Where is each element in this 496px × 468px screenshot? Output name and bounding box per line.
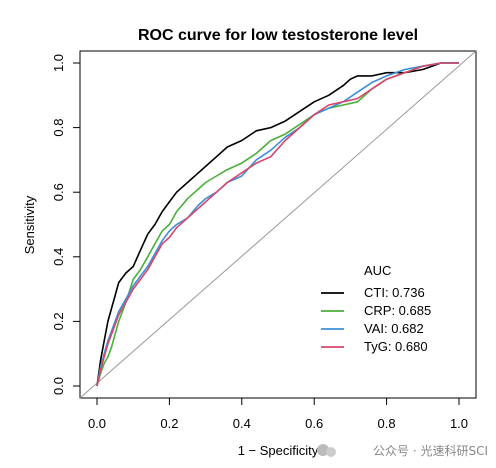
reference-diagonal-line bbox=[79, 50, 477, 399]
roc-curve-vai bbox=[96, 62, 459, 387]
roc-curve-tyg bbox=[96, 62, 459, 387]
y-axis: 0.0 0.2 0.4 0.6 0.8 1.0 bbox=[51, 54, 81, 395]
watermark-text: 公众号 · 光速科研SCI bbox=[373, 444, 488, 458]
x-tick-label: 0.0 bbox=[88, 416, 106, 431]
y-tick-label: 0.6 bbox=[51, 183, 66, 201]
reference-line-layer bbox=[79, 50, 477, 399]
legend-label-cti: CTI: 0.736 bbox=[364, 285, 425, 300]
x-tick-label: 0.8 bbox=[378, 416, 396, 431]
y-tick-label: 1.0 bbox=[51, 54, 66, 72]
y-tick-label: 0.0 bbox=[51, 377, 66, 395]
x-axis-label: 1 − Specificity bbox=[238, 443, 319, 458]
roc-curve-crp bbox=[96, 62, 459, 387]
legend-title: AUC bbox=[364, 263, 391, 278]
y-tick-label: 0.4 bbox=[51, 248, 66, 266]
x-tick-label: 0.4 bbox=[233, 416, 251, 431]
legend-label-crp: CRP: 0.685 bbox=[364, 303, 431, 318]
y-axis-label: Sensitivity bbox=[22, 195, 37, 254]
watermark-icon bbox=[317, 444, 336, 457]
chart-title: ROC curve for low testosterone level bbox=[138, 27, 418, 44]
y-tick-label: 0.8 bbox=[51, 119, 66, 137]
legend-label-vai: VAI: 0.682 bbox=[364, 321, 424, 336]
x-tick-label: 0.6 bbox=[305, 416, 323, 431]
x-axis: 0.0 0.2 0.4 0.6 0.8 1.0 bbox=[88, 397, 468, 431]
y-tick-label: 0.2 bbox=[51, 312, 66, 330]
x-tick-label: 0.2 bbox=[160, 416, 178, 431]
series-layer bbox=[96, 62, 459, 387]
roc-curve-cti bbox=[96, 62, 459, 387]
legend: AUC CTI: 0.736 CRP: 0.685 VAI: 0.682 TyG: 0… bbox=[321, 263, 431, 354]
legend-label-tyg: TyG: 0.680 bbox=[364, 339, 428, 354]
x-tick-label: 1.0 bbox=[450, 416, 468, 431]
